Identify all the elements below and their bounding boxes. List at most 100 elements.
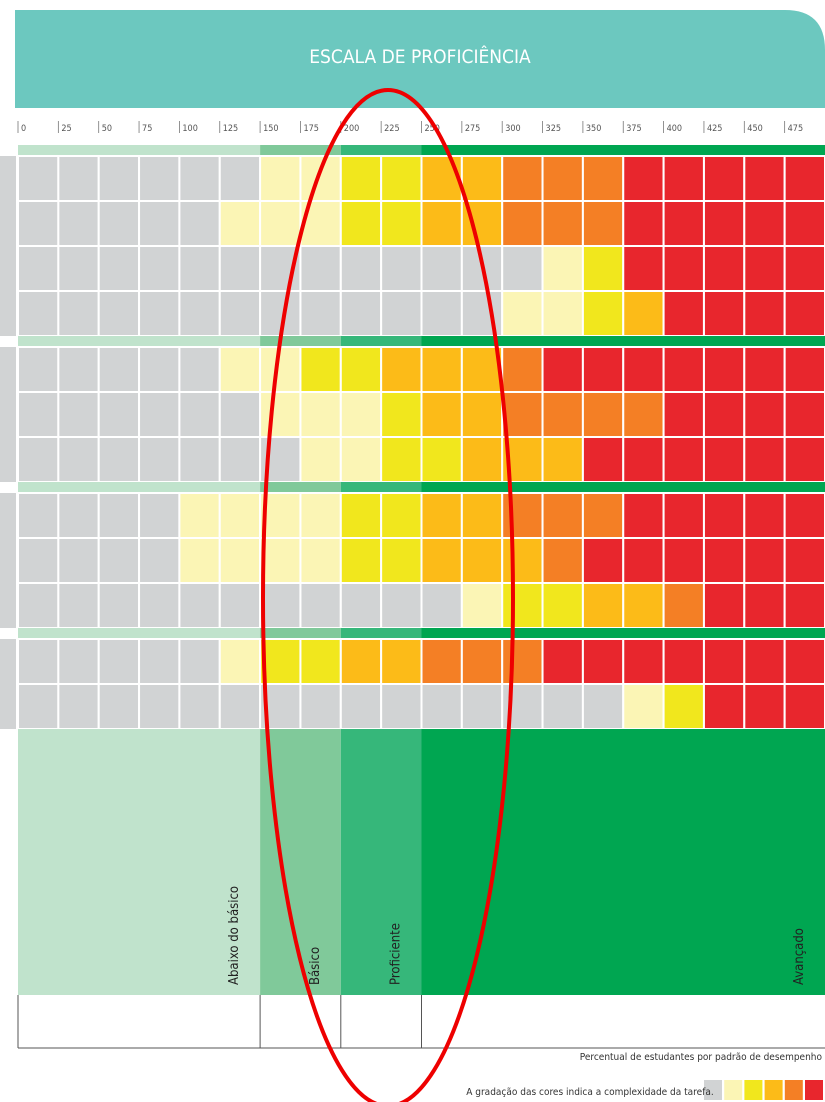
cell bbox=[702, 683, 746, 730]
tick-label: 175 bbox=[303, 124, 318, 134]
cell bbox=[17, 346, 60, 393]
tick-label: 350 bbox=[586, 124, 601, 134]
cell bbox=[299, 155, 342, 202]
tick-label: 425 bbox=[707, 124, 722, 134]
cell bbox=[97, 683, 141, 730]
cell bbox=[138, 537, 181, 584]
cell bbox=[380, 391, 423, 438]
cell bbox=[460, 582, 504, 629]
legend-swatch bbox=[724, 1080, 743, 1100]
cell bbox=[339, 537, 383, 584]
cell bbox=[501, 200, 544, 247]
cell bbox=[662, 391, 705, 438]
cell bbox=[662, 290, 705, 337]
cell bbox=[622, 492, 665, 539]
cell bbox=[138, 582, 181, 629]
cell bbox=[138, 245, 181, 292]
cell bbox=[743, 290, 786, 337]
level-name: Abaixo do básico bbox=[227, 886, 242, 985]
cell bbox=[299, 245, 342, 292]
cell bbox=[460, 638, 504, 685]
cell bbox=[702, 537, 746, 584]
cell bbox=[218, 582, 262, 629]
cell bbox=[783, 537, 825, 584]
cell bbox=[662, 683, 705, 730]
cell bbox=[541, 683, 584, 730]
cell bbox=[743, 155, 786, 202]
cell bbox=[339, 245, 383, 292]
cell bbox=[218, 436, 262, 483]
level-stripe bbox=[340, 482, 422, 493]
cell bbox=[581, 155, 625, 202]
level-stripe bbox=[260, 482, 341, 493]
cell bbox=[339, 582, 383, 629]
level-band bbox=[421, 729, 825, 995]
cell bbox=[380, 537, 423, 584]
cell bbox=[97, 391, 141, 438]
cell bbox=[541, 492, 584, 539]
cell bbox=[57, 245, 100, 292]
cell bbox=[259, 582, 302, 629]
cell bbox=[460, 391, 504, 438]
tick-label: 250 bbox=[425, 124, 440, 134]
cell bbox=[662, 537, 705, 584]
cell bbox=[17, 200, 60, 247]
cell bbox=[420, 245, 463, 292]
cell bbox=[178, 537, 221, 584]
level-name: Avançado bbox=[792, 928, 807, 985]
cell bbox=[662, 436, 705, 483]
cell bbox=[702, 582, 746, 629]
cell bbox=[97, 245, 141, 292]
cell bbox=[299, 200, 342, 247]
cell bbox=[339, 200, 383, 247]
cell bbox=[178, 492, 221, 539]
cell bbox=[541, 638, 584, 685]
cell bbox=[178, 346, 221, 393]
cell bbox=[460, 290, 504, 337]
cell bbox=[299, 683, 342, 730]
cell bbox=[138, 638, 181, 685]
cell bbox=[299, 436, 342, 483]
cell bbox=[662, 200, 705, 247]
cell bbox=[420, 683, 463, 730]
cell bbox=[501, 245, 544, 292]
cell bbox=[218, 638, 262, 685]
cell bbox=[702, 155, 746, 202]
cell bbox=[783, 200, 825, 247]
level-stripe bbox=[18, 628, 261, 639]
level-stripe bbox=[340, 628, 422, 639]
cell bbox=[339, 683, 383, 730]
cell bbox=[662, 638, 705, 685]
cell bbox=[178, 436, 221, 483]
cell bbox=[57, 638, 100, 685]
header-title: ESCALA DE PROFICIÊNCIA bbox=[309, 45, 531, 68]
cell bbox=[138, 391, 181, 438]
cell bbox=[17, 290, 60, 337]
tick-label: 325 bbox=[546, 124, 561, 134]
cell bbox=[339, 346, 383, 393]
cell bbox=[97, 638, 141, 685]
cell bbox=[178, 391, 221, 438]
header-banner bbox=[15, 10, 825, 108]
cell bbox=[460, 436, 504, 483]
cell bbox=[259, 200, 302, 247]
tick-label: 400 bbox=[667, 124, 682, 134]
cell bbox=[299, 537, 342, 584]
level-band bbox=[260, 729, 341, 995]
cell bbox=[783, 155, 825, 202]
tick-label: 0 bbox=[21, 124, 26, 134]
cell bbox=[622, 683, 665, 730]
cell bbox=[622, 200, 665, 247]
cell bbox=[299, 492, 342, 539]
cell bbox=[541, 290, 584, 337]
cell bbox=[17, 638, 60, 685]
cell bbox=[581, 492, 625, 539]
cell bbox=[178, 200, 221, 247]
level-stripe bbox=[421, 145, 825, 156]
cell bbox=[743, 638, 786, 685]
cell bbox=[57, 155, 100, 202]
cell bbox=[420, 638, 463, 685]
cell bbox=[178, 683, 221, 730]
cell bbox=[743, 346, 786, 393]
cell bbox=[783, 346, 825, 393]
